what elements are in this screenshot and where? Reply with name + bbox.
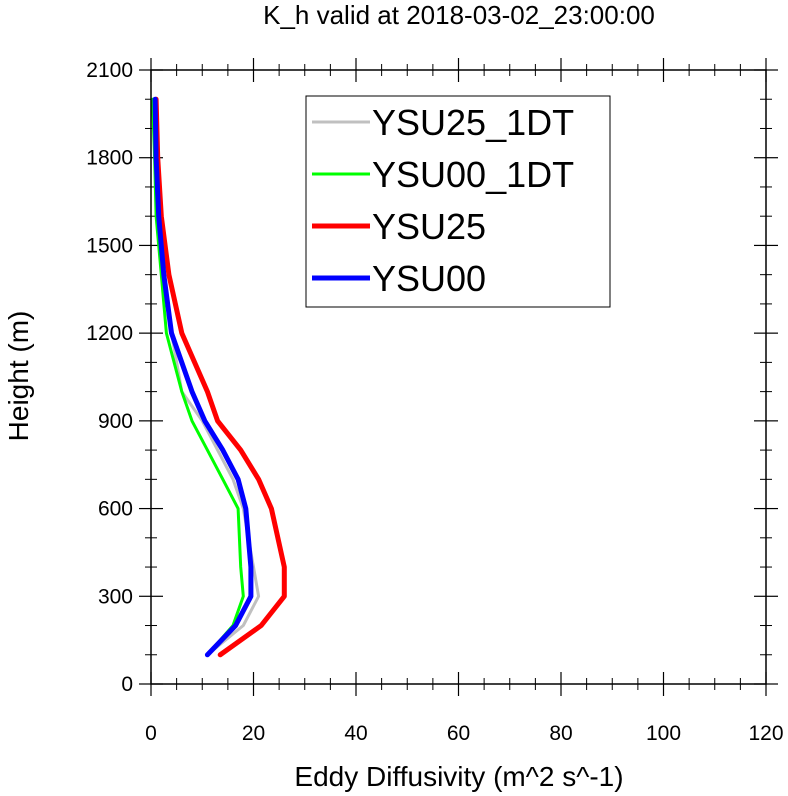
series-lines: [151, 96, 287, 658]
series-line-ysu00-1dt: [151, 97, 245, 657]
series-line-ysu25-1dt: [152, 97, 261, 657]
x-axis-label: Eddy Diffusivity (m^2 s^-1): [294, 761, 623, 792]
x-tick-label: 60: [447, 722, 470, 745]
legend-label-ysu25-1dt: YSU25_1DT: [372, 102, 574, 143]
y-tick-label: 1500: [86, 234, 133, 257]
chart-title: K_h valid at 2018-03-02_23:00:00: [263, 0, 655, 30]
legend-box: [305, 95, 611, 308]
x-tick-label: 20: [242, 722, 265, 745]
series-line-ysu25: [153, 96, 287, 658]
y-tick-label: 300: [98, 585, 133, 608]
x-tick-label: 120: [748, 722, 783, 745]
x-tick-label: 40: [344, 722, 367, 745]
y-tick-label: 1200: [86, 322, 133, 345]
x-tick-label: 0: [145, 722, 157, 745]
minor-ticks: [145, 64, 772, 690]
y-tick-label: 0: [121, 673, 133, 696]
legend-label-ysu00-1dt: YSU00_1DT: [372, 154, 574, 195]
legend-label-ysu25: YSU25: [372, 206, 486, 247]
x-tick-labels: 0 20 40 60 80 100 120: [145, 722, 783, 745]
y-tick-label: 900: [98, 410, 133, 433]
legend: YSU25_1DT YSU00_1DT YSU25 YSU00: [305, 95, 611, 308]
x-tick-label: 100: [646, 722, 681, 745]
y-tick-label: 600: [98, 498, 133, 521]
y-axis-label: Height (m): [3, 311, 34, 442]
legend-label-ysu00: YSU00: [372, 258, 486, 299]
x-tick-label: 80: [549, 722, 572, 745]
series-line-ysu00: [152, 96, 254, 658]
y-tick-label: 1800: [86, 147, 133, 170]
plot-frame: [150, 69, 767, 685]
y-tick-label: 2100: [86, 59, 133, 82]
y-tick-labels: 0 300 600 900 1200 1500 1800 2100: [86, 59, 133, 696]
